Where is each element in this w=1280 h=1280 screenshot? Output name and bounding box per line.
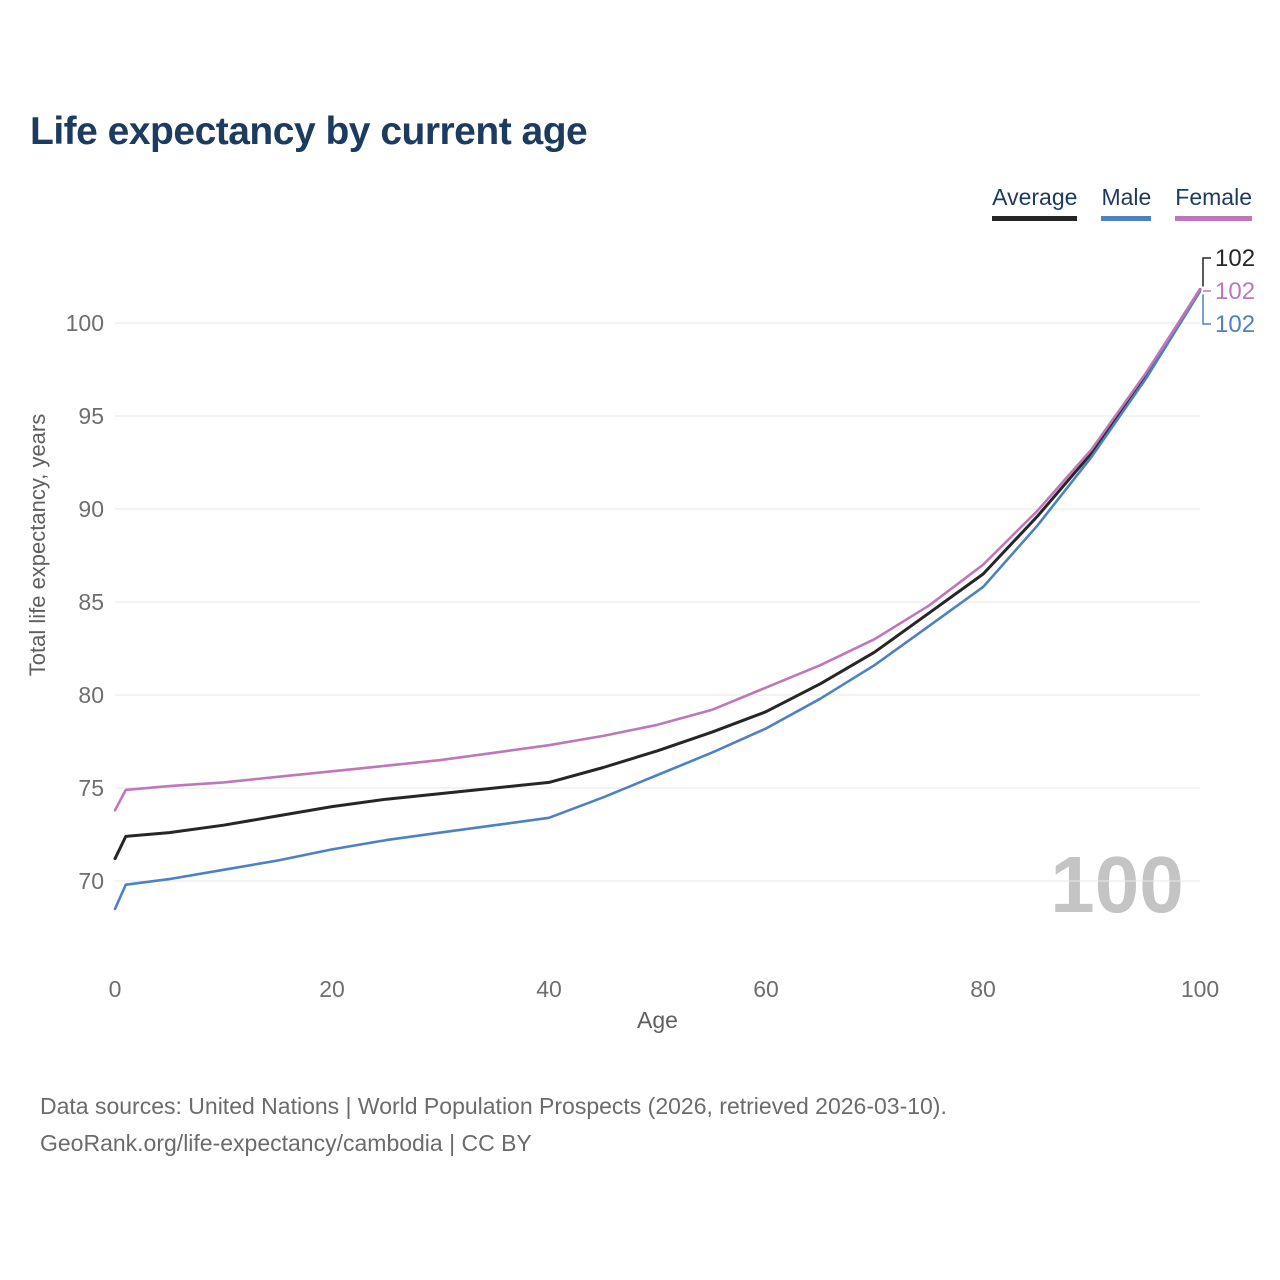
page-title: Life expectancy by current age	[30, 110, 588, 153]
y-axis-title: Total life expectancy, years	[25, 414, 50, 677]
x-tick-label-0: 0	[109, 976, 122, 1002]
chart-legend: Average Male Female	[992, 184, 1252, 221]
x-tick-label-60: 60	[753, 976, 779, 1002]
y-tick-label-95: 95	[78, 403, 104, 429]
legend-item-average[interactable]: Average	[992, 184, 1078, 221]
end-value-label-male: 102	[1215, 311, 1255, 338]
x-tick-label-80: 80	[970, 976, 996, 1002]
x-axis-title: Age	[637, 1007, 678, 1033]
y-tick-label-75: 75	[78, 775, 104, 801]
watermark-age-label: 100	[1050, 840, 1183, 929]
x-tick-label-100: 100	[1181, 976, 1219, 1002]
series-line-female	[113, 288, 1202, 812]
x-tick-label-20: 20	[319, 976, 345, 1002]
series-line-average	[113, 288, 1202, 861]
end-value-label-average: 102	[1215, 245, 1255, 272]
x-tick-label-40: 40	[536, 976, 562, 1002]
y-tick-label-90: 90	[78, 496, 104, 522]
footer-attribution-line: GeoRank.org/life-expectancy/cambodia | C…	[40, 1130, 532, 1156]
end-value-label-female: 102	[1215, 278, 1255, 305]
end-connector-average	[1202, 257, 1211, 287]
series-line-male	[113, 290, 1202, 911]
legend-item-female[interactable]: Female	[1175, 184, 1252, 221]
y-tick-label-70: 70	[78, 868, 104, 894]
y-tick-label-80: 80	[78, 682, 104, 708]
y-tick-label-85: 85	[78, 589, 104, 615]
y-tick-label-100: 100	[66, 310, 104, 336]
end-connector-male	[1202, 294, 1211, 325]
chart-footer: Data sources: United Nations | World Pop…	[40, 1088, 947, 1162]
legend-item-male[interactable]: Male	[1101, 184, 1152, 221]
footer-source-line: Data sources: United Nations | World Pop…	[40, 1093, 947, 1119]
